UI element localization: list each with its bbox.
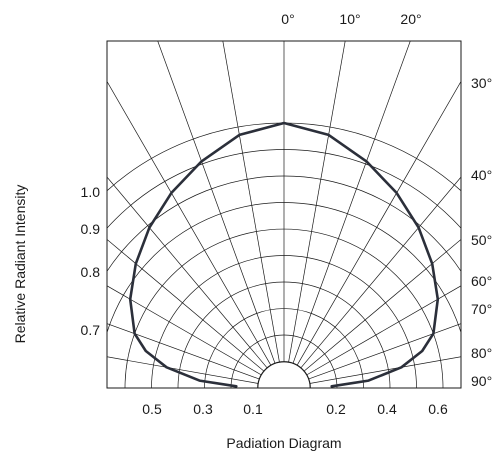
x-axis-title: Padiation Diagram bbox=[226, 435, 341, 451]
angle-tick-label: 40° bbox=[471, 167, 492, 183]
radial-tick-label: 0.8 bbox=[81, 264, 101, 280]
intensity-curve bbox=[128, 121, 440, 388]
angle-tick-label: 60° bbox=[471, 273, 492, 289]
bottom-tick-label: 0.4 bbox=[377, 401, 397, 417]
angle-gridline bbox=[303, 239, 461, 372]
angle-gridline bbox=[107, 285, 262, 376]
angle-gridline bbox=[296, 80, 461, 366]
angle-gridline bbox=[309, 356, 461, 384]
y-axis-title: Relative Radiant Intensity bbox=[12, 185, 28, 344]
angle-gridline bbox=[107, 356, 259, 384]
angle-tick-label: 20° bbox=[400, 11, 421, 27]
angle-gridline bbox=[292, 41, 411, 364]
plot-frame bbox=[106, 40, 462, 389]
radial-tick-label: 1.0 bbox=[81, 184, 101, 200]
polar-grid bbox=[107, 41, 461, 388]
angle-gridline bbox=[107, 80, 272, 366]
angle-tick-label: 0° bbox=[281, 11, 294, 27]
angle-tick-label: 30° bbox=[471, 75, 492, 91]
bottom-tick-label: 0.6 bbox=[428, 401, 448, 417]
angle-tick-label: 70° bbox=[471, 301, 492, 317]
angle-tick-label: 90° bbox=[471, 373, 492, 389]
angle-gridline bbox=[300, 176, 461, 369]
bottom-tick-label: 0.1 bbox=[243, 401, 263, 417]
tick-labels: 0° 10° 20° 30° 40° 50° 60° 70° 80° 90° 1.0 0.9 0.8 0.… bbox=[81, 11, 493, 417]
angle-gridline bbox=[157, 41, 276, 364]
angle-gridline bbox=[107, 176, 268, 369]
angle-gridline bbox=[107, 323, 260, 380]
angle-tick-label: 10° bbox=[339, 11, 360, 27]
radial-tick-label: 0.7 bbox=[81, 322, 101, 338]
bottom-tick-label: 0.5 bbox=[142, 401, 162, 417]
radial-tick-label: 0.9 bbox=[81, 221, 101, 237]
angle-tick-label: 80° bbox=[471, 345, 492, 361]
angle-gridline bbox=[288, 41, 346, 363]
angle-gridline bbox=[107, 239, 265, 372]
bottom-tick-label: 0.2 bbox=[326, 401, 346, 417]
angle-gridline bbox=[222, 41, 280, 363]
angle-gridline bbox=[308, 323, 461, 380]
bottom-tick-label: 0.3 bbox=[193, 401, 213, 417]
angle-tick-label: 50° bbox=[471, 232, 492, 248]
angle-gridline bbox=[306, 285, 461, 376]
